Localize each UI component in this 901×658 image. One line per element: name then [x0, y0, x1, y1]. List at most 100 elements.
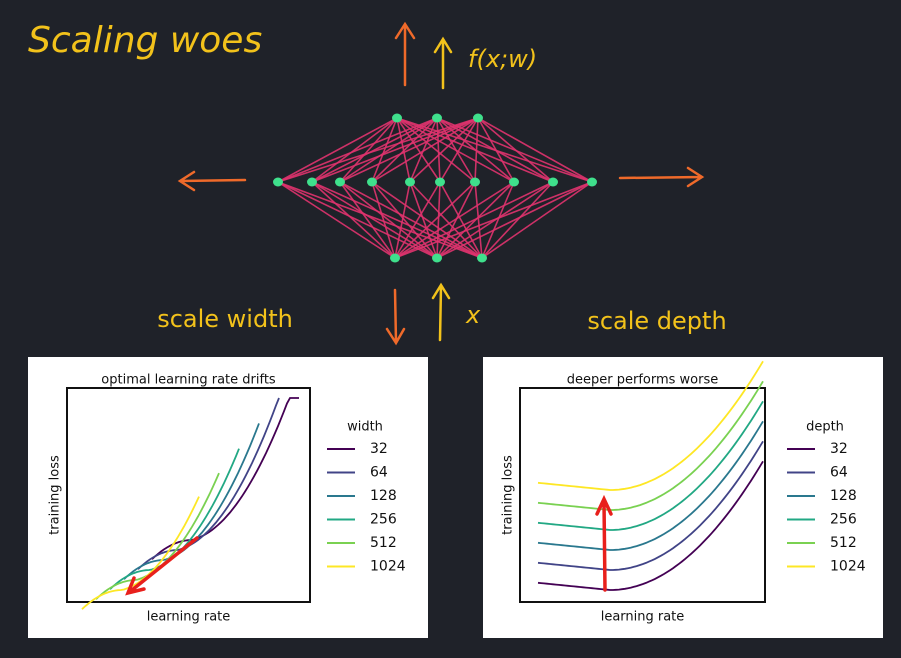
edge [277, 181, 438, 259]
edge [371, 181, 396, 259]
node [405, 177, 415, 187]
edge [436, 181, 593, 259]
legend-label: 512 [370, 535, 397, 551]
legend-label: 1024 [830, 559, 866, 575]
node [509, 177, 519, 187]
scale-arrows [177, 21, 705, 346]
node [548, 177, 558, 187]
curve [537, 460, 764, 591]
output-label: f(x;w) [468, 45, 537, 73]
legend-label: 32 [830, 441, 848, 457]
edge [371, 117, 438, 183]
arrow-down [385, 288, 406, 346]
edge [277, 117, 479, 183]
edge [394, 181, 411, 259]
y-axis-label: training loss [48, 455, 63, 535]
edge [481, 181, 554, 259]
curve [537, 400, 764, 531]
legend-label: 64 [830, 465, 848, 481]
node [432, 253, 442, 263]
width-label: scale width [157, 305, 293, 333]
node [367, 177, 377, 187]
arrow-right [618, 166, 705, 188]
node [477, 253, 487, 263]
edge [481, 181, 515, 259]
io-arrows [431, 36, 453, 342]
node [392, 113, 402, 123]
panel-title: optimal learning rate drifts [101, 373, 276, 388]
y-axis-label: training loss [501, 455, 516, 535]
legend-label: 32 [370, 441, 388, 457]
panels: optimal learning rate drifts learning rat… [28, 357, 883, 638]
edge [311, 181, 396, 259]
curve [537, 440, 764, 571]
edge [481, 181, 593, 259]
network [273, 113, 597, 263]
edge [311, 117, 479, 183]
node [273, 177, 283, 187]
trend-arrow [125, 536, 199, 596]
edge [409, 117, 479, 183]
plot-frame [519, 387, 766, 603]
edge [436, 181, 441, 259]
edge [439, 181, 483, 259]
node [435, 177, 445, 187]
edge [477, 117, 554, 183]
edge [474, 181, 483, 259]
edge [436, 117, 441, 183]
plot-frame [66, 387, 311, 603]
arrow-up [394, 21, 416, 87]
edge [394, 181, 554, 259]
legend-label: 128 [370, 488, 397, 504]
edge [277, 181, 483, 259]
edge [436, 181, 476, 259]
node [473, 113, 483, 123]
curve [537, 380, 764, 511]
edge [394, 181, 441, 259]
edge [394, 181, 593, 259]
edge [439, 117, 479, 183]
edge [409, 181, 438, 259]
node [390, 253, 400, 263]
edge [277, 117, 398, 183]
edge [409, 181, 483, 259]
arrow-left [177, 170, 247, 192]
legend-title: width [347, 420, 383, 435]
panel-background [483, 357, 883, 638]
input-label: x [465, 301, 481, 329]
chart-panel: deeper performs worse learning rate traini… [483, 357, 883, 638]
edge [339, 181, 483, 259]
legend-label: 512 [830, 535, 857, 551]
edge [474, 117, 479, 183]
curve [537, 360, 764, 491]
node [335, 177, 345, 187]
edge [394, 181, 515, 259]
panel-title: deeper performs worse [567, 373, 719, 388]
chart-panel: optimal learning rate drifts learning rat… [28, 357, 428, 638]
edge [371, 117, 398, 183]
edge [311, 117, 398, 183]
x-axis-label: learning rate [601, 610, 685, 625]
edge [396, 117, 441, 183]
legend-label: 256 [370, 512, 397, 528]
trend-arrow [595, 494, 613, 592]
legend-label: 128 [830, 488, 857, 504]
edge [394, 181, 476, 259]
curve [137, 397, 280, 570]
depth-label: scale depth [587, 307, 726, 335]
output-arrow [433, 36, 453, 90]
edge [277, 181, 396, 259]
edge [477, 117, 515, 183]
legend-label: 64 [370, 465, 388, 481]
edge [339, 117, 438, 183]
x-axis-label: learning rate [147, 610, 231, 625]
node [432, 113, 442, 123]
edge [311, 181, 483, 259]
edge [311, 117, 438, 183]
node [307, 177, 317, 187]
edge [339, 117, 398, 183]
legend-title: depth [806, 420, 844, 435]
curve [151, 397, 299, 560]
legend-label: 1024 [370, 559, 406, 575]
